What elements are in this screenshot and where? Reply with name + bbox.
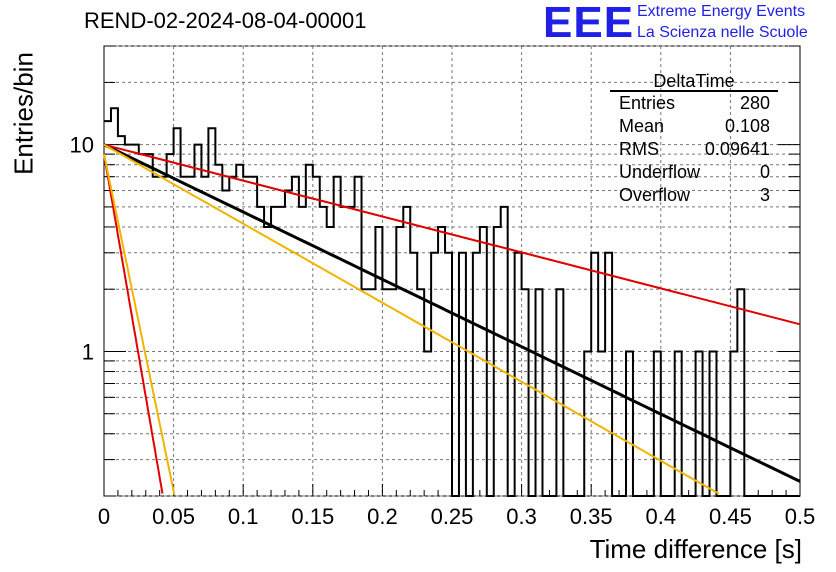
x-axis-label: Time difference [s] [589, 534, 802, 564]
fit-curve-4 [103, 153, 176, 496]
stats-label: Overflow [619, 185, 691, 205]
x-tick-label: 0 [98, 504, 110, 529]
fit-curve-0 [103, 143, 801, 483]
x-tick-label: 0.25 [431, 504, 474, 529]
histogram-outline [104, 107, 800, 497]
stats-value: 0.09641 [704, 139, 770, 159]
stats-row-underflow: Underflow 0 [610, 161, 778, 184]
y-tick-label: 10 [70, 133, 94, 158]
x-tick-label: 0.2 [367, 504, 398, 529]
stats-label: Underflow [619, 162, 701, 182]
stats-row-overflow: Overflow 3 [610, 184, 778, 207]
x-tick-label: 0.15 [291, 504, 334, 529]
x-tick-label: 0.3 [506, 504, 537, 529]
y-tick-labels: 1 10 [70, 133, 94, 365]
y-axis-label: Entries/bin [8, 52, 39, 175]
stats-row-mean: Mean 0.108 [610, 115, 778, 138]
eee-tagline-1: Extreme Energy Events [637, 3, 806, 20]
eee-logo: EEE [543, 0, 635, 47]
fit-curves [103, 143, 801, 496]
x-tick-label: 0.5 [785, 504, 816, 529]
stats-label: RMS [619, 139, 659, 159]
x-tick-label: 0.35 [570, 504, 613, 529]
x-tick-label: 0.4 [646, 504, 677, 529]
stats-label: Mean [619, 116, 665, 136]
histogram [104, 107, 800, 497]
stats-box: DeltaTime Entries 280 Mean 0.108 RMS 0.0964… [610, 72, 778, 207]
fit-curve-3 [103, 153, 164, 494]
stats-title: DeltaTime [610, 72, 778, 92]
y-tick-label: 1 [82, 339, 94, 364]
x-tick-label: 0.1 [228, 504, 259, 529]
fit-curve-2 [103, 143, 720, 495]
stats-value: 0.108 [724, 116, 770, 136]
stats-row-rms: RMS 0.09641 [610, 138, 778, 161]
eee-tagline-2: La Scienza nelle Scuole [637, 24, 808, 41]
stats-value: 0 [759, 162, 770, 182]
stats-row-entries: Entries 280 [610, 92, 778, 115]
stats-value: 280 [739, 93, 770, 113]
stats-label: Entries [619, 93, 676, 113]
x-tick-label: 0.05 [152, 504, 195, 529]
stats-value: 3 [759, 185, 770, 205]
fit-curve-1 [103, 143, 801, 326]
x-tick-labels: 0 0.05 0.1 0.15 0.2 0.25 0.3 0.35 0.4 0.45 0.5 [98, 504, 815, 529]
chart-title: REND-02-2024-08-04-00001 [84, 8, 367, 33]
x-tick-label: 0.45 [709, 504, 752, 529]
